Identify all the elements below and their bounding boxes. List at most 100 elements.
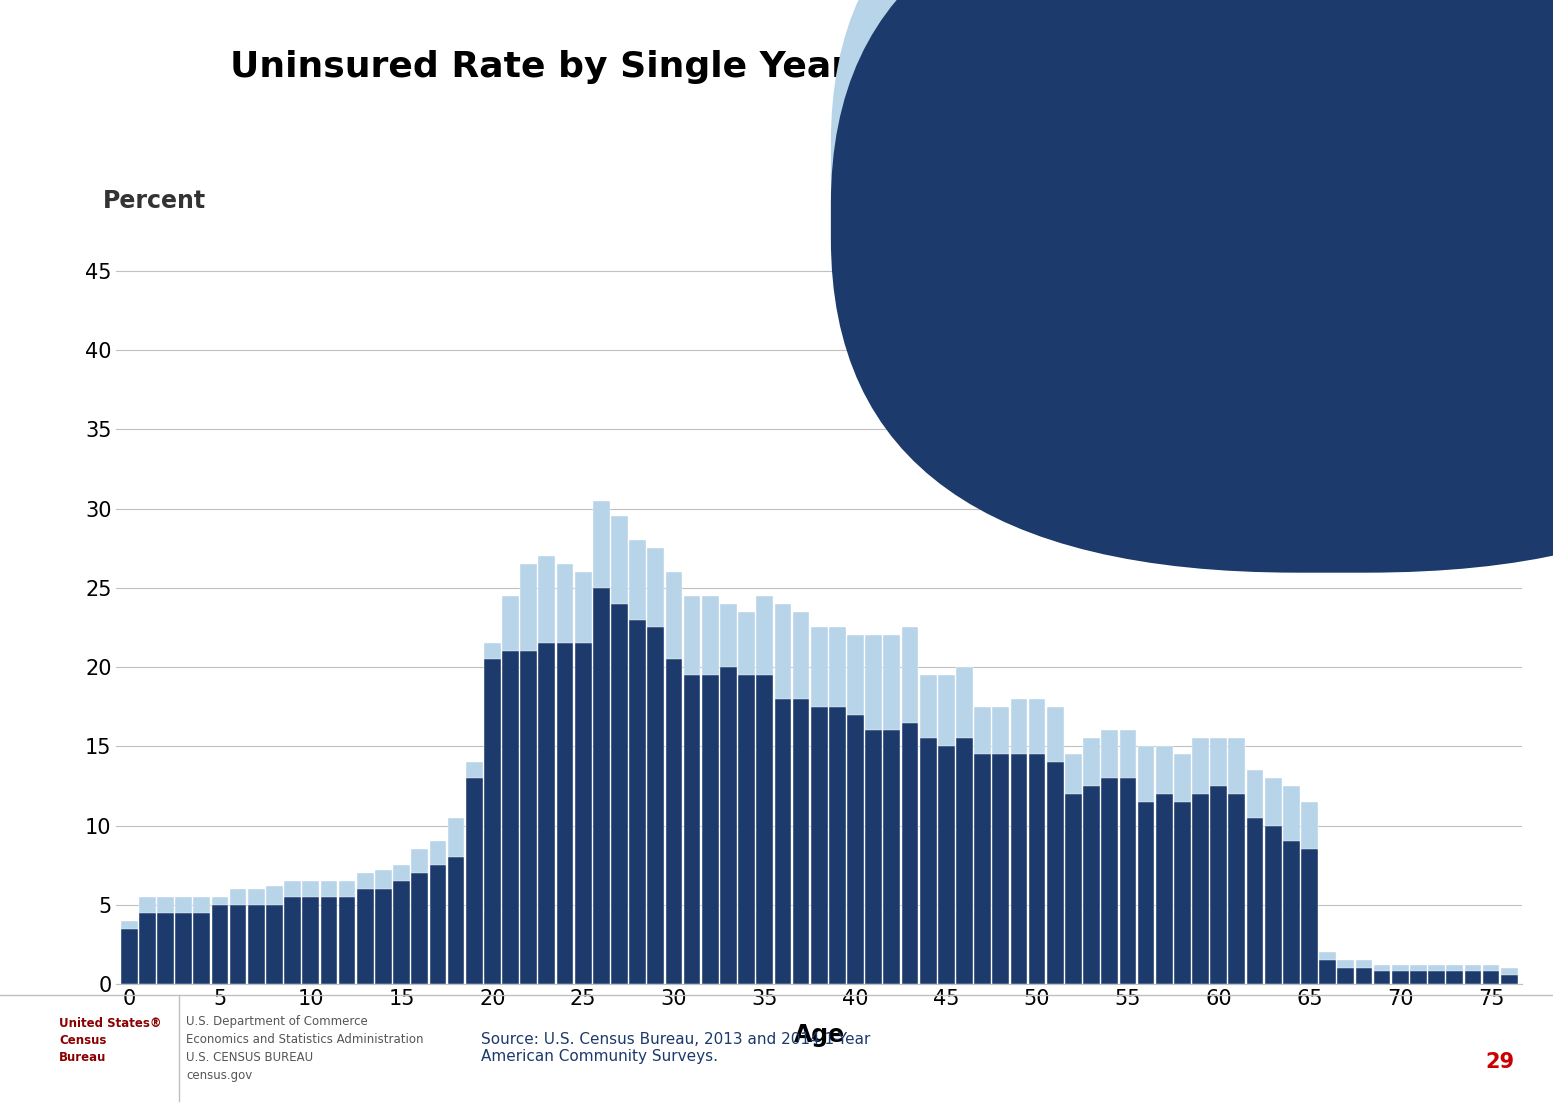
Bar [1429, 972, 1444, 984]
Bar [919, 738, 936, 984]
Bar [1264, 825, 1281, 984]
Bar [702, 596, 719, 984]
Bar [1138, 746, 1154, 984]
Bar [629, 619, 646, 984]
Bar [502, 652, 519, 984]
Bar [865, 731, 882, 984]
Bar [1155, 794, 1173, 984]
Bar [1464, 972, 1482, 984]
Bar [376, 888, 391, 984]
Text: 29: 29 [1485, 1052, 1514, 1072]
Bar [1356, 969, 1373, 984]
Bar [412, 850, 429, 984]
Bar [248, 905, 264, 984]
Bar [466, 762, 483, 984]
Bar [1391, 965, 1409, 984]
Bar [520, 652, 537, 984]
Bar [412, 873, 429, 984]
Bar [1138, 802, 1154, 984]
Bar [556, 644, 573, 984]
Bar [1483, 965, 1500, 984]
Bar [1065, 794, 1082, 984]
Bar [811, 707, 828, 984]
Bar [339, 881, 356, 984]
Bar [1174, 754, 1191, 984]
Bar [1101, 731, 1118, 984]
Bar [447, 817, 464, 984]
Bar [756, 675, 773, 984]
Bar [1410, 965, 1427, 984]
Bar [612, 516, 627, 984]
Bar [1028, 698, 1045, 984]
Bar [1228, 738, 1246, 984]
Bar [1228, 794, 1246, 984]
Bar [430, 865, 446, 984]
Bar [320, 897, 337, 984]
Bar [447, 857, 464, 984]
Bar [848, 635, 863, 984]
Bar [556, 564, 573, 984]
Bar [1210, 786, 1227, 984]
Bar [1193, 738, 1208, 984]
Bar [1193, 794, 1208, 984]
Text: Percent: Percent [102, 189, 205, 214]
Bar [1047, 707, 1064, 984]
Bar [1446, 965, 1463, 984]
Bar [1264, 778, 1281, 984]
Bar [430, 842, 446, 984]
Bar [339, 897, 356, 984]
Bar [1429, 965, 1444, 984]
Bar [974, 707, 991, 984]
Bar [393, 865, 410, 984]
Bar [1464, 965, 1482, 984]
Bar [121, 921, 138, 984]
Bar [157, 913, 174, 984]
Bar [756, 596, 773, 984]
Text: 2014: 2014 [1382, 211, 1438, 231]
Bar [121, 929, 138, 984]
Bar [1283, 786, 1300, 984]
Bar [683, 675, 700, 984]
Bar [792, 698, 809, 984]
Bar [974, 754, 991, 984]
Bar [919, 675, 936, 984]
Bar [230, 888, 247, 984]
Bar [303, 881, 318, 984]
Bar [992, 754, 1009, 984]
Bar [721, 667, 736, 984]
Bar [1446, 972, 1463, 984]
Bar [1374, 965, 1390, 984]
Bar [485, 644, 500, 984]
Bar [539, 556, 554, 984]
Text: Uninsured Rate by Single Year of Age: 2013 and 2014: Uninsured Rate by Single Year of Age: 20… [230, 50, 1323, 85]
Bar [593, 588, 610, 984]
Text: U.S. Department of Commerce
Economics and Statistics Administration
U.S. CENSUS : U.S. Department of Commerce Economics an… [186, 1015, 424, 1082]
Bar [575, 644, 592, 984]
Text: Source: U.S. Census Bureau, 2013 and 2014 1-Year
American Community Surveys.: Source: U.S. Census Bureau, 2013 and 201… [481, 1032, 871, 1064]
Bar [902, 723, 918, 984]
X-axis label: Age: Age [794, 1023, 845, 1046]
Bar [1374, 972, 1390, 984]
Bar [884, 731, 901, 984]
Bar [1483, 972, 1500, 984]
Bar [593, 500, 610, 984]
Bar [666, 659, 682, 984]
Bar [738, 612, 755, 984]
Bar [485, 659, 500, 984]
Text: United States®
Census
Bureau: United States® Census Bureau [59, 1017, 162, 1064]
Bar [520, 564, 537, 984]
Bar [738, 675, 755, 984]
Bar [848, 715, 863, 984]
Bar [1011, 754, 1027, 984]
Bar [648, 627, 665, 984]
Bar [629, 540, 646, 984]
Bar [1047, 762, 1064, 984]
Bar [829, 707, 846, 984]
Bar [1084, 786, 1100, 984]
Bar [194, 897, 210, 984]
Bar [303, 897, 318, 984]
Bar [884, 635, 901, 984]
Bar [1174, 802, 1191, 984]
Bar [775, 698, 790, 984]
Bar [683, 596, 700, 984]
